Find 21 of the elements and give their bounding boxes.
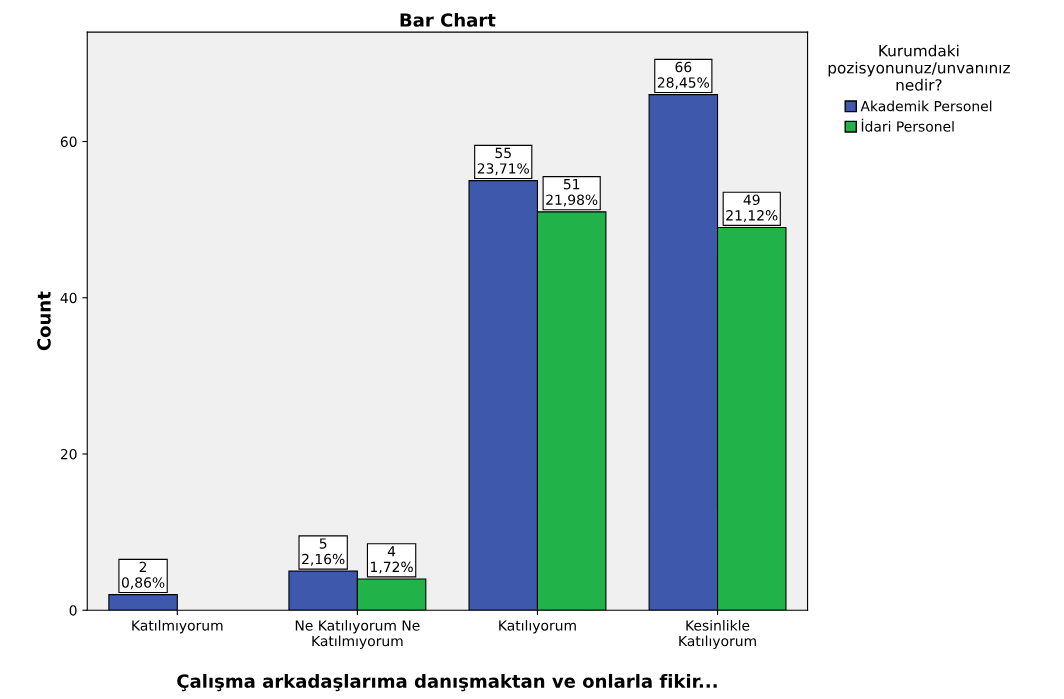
- data-label: 2 0,86%: [121, 561, 165, 590]
- data-label: 4 1,72%: [371, 546, 413, 574]
- x-tick-label: Ne Katılıyorum Ne Katılmıyorum: [295, 619, 420, 649]
- y-tick-label: 20: [60, 448, 77, 460]
- y-tick-label: 60: [60, 136, 77, 147]
- data-label: 5 2,16%: [302, 538, 345, 566]
- legend-label: İdari Personel: [861, 118, 954, 132]
- x-tick-label: Katılmıyorum: [132, 619, 223, 634]
- chart-title: Bar Chart: [400, 12, 496, 27]
- x-axis-title: Çalışma arkadaşlarıma danışmaktan ve onlarla fikir...: [177, 673, 717, 692]
- legend-title: Kurumdaki pozisyonunuz/unvanınız nedir?: [828, 44, 1010, 91]
- y-tick-label: 40: [60, 292, 77, 304]
- data-label: 51 21,98%: [546, 179, 598, 207]
- data-label: 55 23,71%: [477, 147, 529, 176]
- x-tick-label: Kesinlikle Katılıyorum: [679, 619, 756, 649]
- x-tick-label: Katılıyorum: [499, 619, 576, 634]
- data-label: 66 28,45%: [657, 61, 710, 90]
- legend-label: Akademik Personel: [860, 100, 992, 112]
- data-label: 49 21,12%: [726, 194, 778, 223]
- y-tick-label: 0: [69, 605, 77, 616]
- y-axis-title: Count: [37, 291, 51, 351]
